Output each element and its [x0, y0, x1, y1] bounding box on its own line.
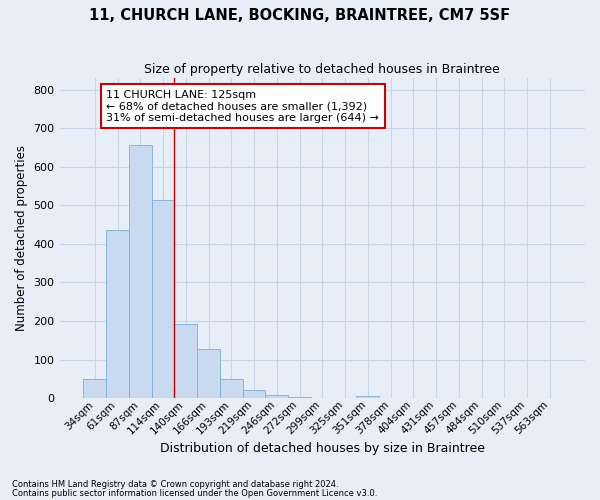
Text: 11 CHURCH LANE: 125sqm
← 68% of detached houses are smaller (1,392)
31% of semi-: 11 CHURCH LANE: 125sqm ← 68% of detached…: [106, 90, 379, 123]
Bar: [242, 390, 265, 398]
Bar: [175, 324, 197, 398]
Bar: [265, 395, 288, 398]
Text: 11, CHURCH LANE, BOCKING, BRAINTREE, CM7 5SF: 11, CHURCH LANE, BOCKING, BRAINTREE, CM7…: [89, 8, 511, 22]
Bar: [83, 379, 106, 398]
Title: Size of property relative to detached houses in Braintree: Size of property relative to detached ho…: [145, 62, 500, 76]
X-axis label: Distribution of detached houses by size in Braintree: Distribution of detached houses by size …: [160, 442, 485, 455]
Bar: [106, 230, 129, 398]
Bar: [152, 200, 175, 398]
Bar: [197, 349, 220, 398]
Bar: [129, 145, 152, 398]
Bar: [356, 396, 379, 398]
Text: Contains public sector information licensed under the Open Government Licence v3: Contains public sector information licen…: [12, 488, 377, 498]
Bar: [220, 379, 242, 398]
Text: Contains HM Land Registry data © Crown copyright and database right 2024.: Contains HM Land Registry data © Crown c…: [12, 480, 338, 489]
Y-axis label: Number of detached properties: Number of detached properties: [15, 145, 28, 331]
